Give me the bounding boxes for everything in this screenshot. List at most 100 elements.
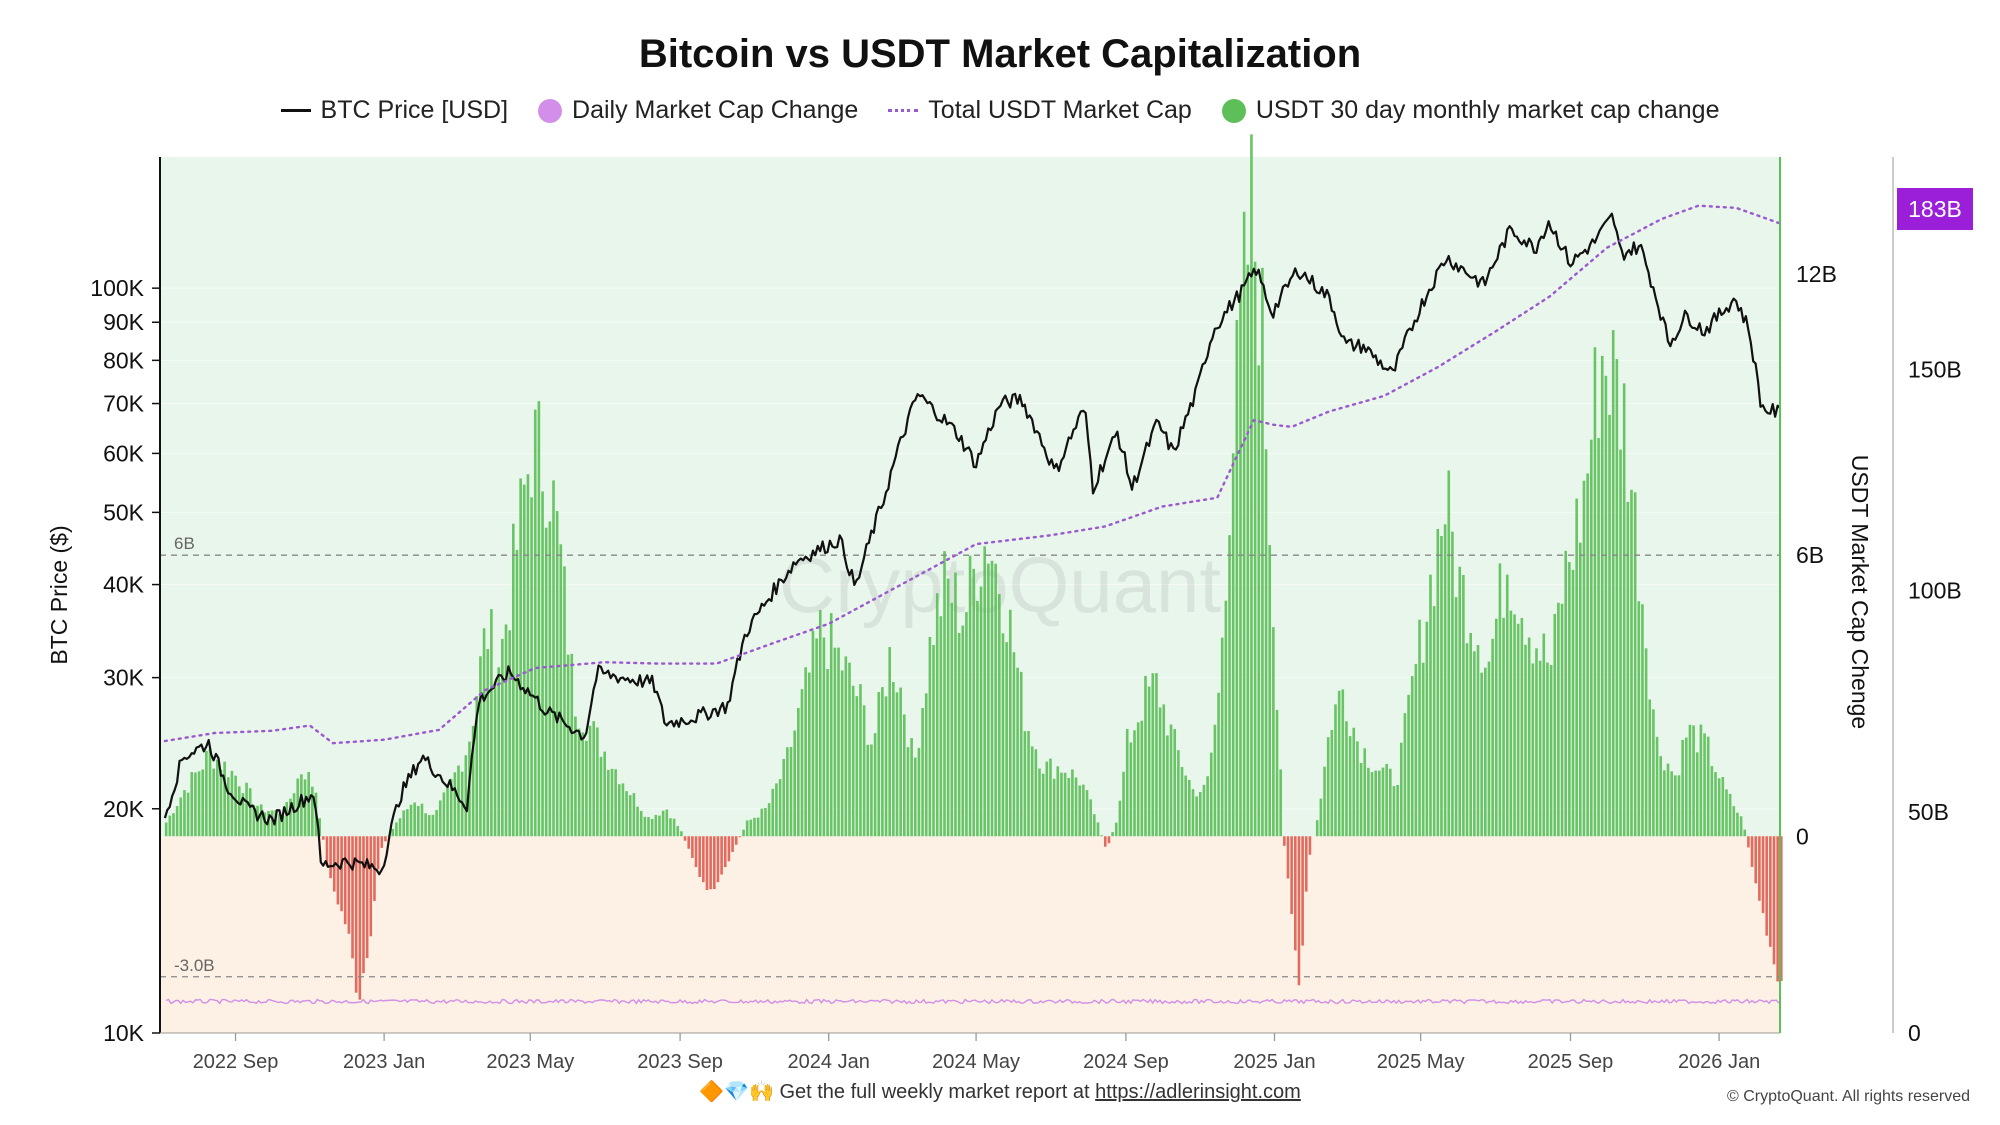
usdt-30d-change-bar — [1158, 707, 1162, 837]
usdt-30d-change-bar — [570, 653, 574, 837]
usdt-30d-change-bar — [552, 480, 555, 837]
usdt-30d-change-bar — [859, 684, 862, 837]
usdt-30d-change-bar — [1063, 772, 1067, 837]
usdt-30d-change-bar — [376, 836, 380, 870]
usdt-30d-change-bar — [186, 792, 190, 837]
usdt-30d-change-bar — [1074, 777, 1078, 837]
usdt-30d-change-bar — [1385, 763, 1388, 837]
x-tick-label: 2023 May — [486, 1051, 574, 1073]
usdt-30d-change-bar — [1586, 473, 1589, 837]
usdt-30d-change-bar — [1308, 836, 1312, 855]
usdt-30d-change-bar — [493, 682, 497, 837]
total-usdt-market-cap-line — [163, 204, 1782, 745]
usdt-30d-change-bar — [1410, 676, 1414, 837]
usdt-30d-change-bar — [1323, 766, 1326, 837]
usdt-30d-change-bar — [815, 638, 818, 837]
usdt-30d-change-bar — [223, 761, 226, 837]
usdt-30d-change-bar — [881, 687, 884, 837]
usdt-30d-change-bar — [1348, 736, 1352, 837]
usdt-30d-change-bar — [767, 803, 771, 837]
usdt-30d-change-bar — [1451, 531, 1454, 837]
usdt-30d-change-bar — [1352, 727, 1356, 837]
usdt-30d-change-bar — [983, 546, 986, 837]
usdt-30d-change-bar — [870, 744, 873, 837]
usdt-30d-change-bar — [917, 747, 921, 837]
usdt-30d-change-bar — [1096, 822, 1100, 837]
usdt-30d-change-bar — [1337, 690, 1341, 837]
usdt-30d-change-bar — [1560, 603, 1564, 837]
usdt-30d-change-bar — [599, 756, 603, 837]
legend-item-daily-change[interactable]: Daily Market Cap Change — [538, 96, 858, 125]
usdt-30d-change-bar — [1538, 660, 1542, 837]
usdt-30d-change-bar — [504, 624, 508, 837]
usdt-30d-change-bar — [479, 656, 482, 837]
usdt-30d-change-bar — [1688, 724, 1692, 837]
usdt-30d-change-bar — [1242, 211, 1246, 837]
usdt-30d-change-bar — [1030, 746, 1034, 837]
usdt-30d-change-bar — [1078, 785, 1082, 837]
legend-item-btc-price[interactable]: BTC Price [USD] — [280, 96, 508, 125]
usdt-30d-change-bar — [1600, 355, 1604, 837]
legend: BTC Price [USD] Daily Market Cap Change … — [0, 96, 2000, 125]
usdt-30d-change-bar — [621, 783, 625, 837]
usdt-30d-change-bar — [1027, 731, 1030, 837]
usdt-30d-change-bar — [753, 817, 756, 837]
usdt-30d-change-bar — [1326, 737, 1330, 837]
legend-item-total-usdt-cap[interactable]: Total USDT Market Cap — [888, 96, 1192, 125]
usdt-30d-change-bar — [720, 836, 723, 875]
legend-item-30d-change[interactable]: USDT 30 day monthly market cap change — [1221, 96, 1719, 125]
usdt-30d-change-bar — [760, 808, 764, 837]
usdt-30d-change-bar — [709, 836, 712, 890]
usdt-30d-change-bar — [800, 689, 804, 837]
footer-link[interactable]: https://adlerinsight.com — [1095, 1081, 1301, 1103]
usdt-30d-change-bar — [1597, 438, 1600, 837]
usdt-30d-change-bar — [694, 836, 698, 868]
usdt-30d-change-bar — [592, 721, 596, 837]
usdt-30d-change-bar — [289, 798, 292, 837]
usdt-30d-change-bar — [607, 769, 610, 837]
usdt-30d-change-bar — [464, 755, 468, 837]
usdt-30d-change-bar — [581, 732, 585, 837]
usdt-30d-change-bar — [351, 836, 354, 959]
btc-price-line — [163, 212, 1781, 876]
usdt-30d-change-bar — [1421, 662, 1425, 837]
usdt-30d-change-bar — [406, 809, 409, 837]
usdt-30d-change-bar — [1695, 752, 1699, 837]
price-tick-label: 90K — [103, 309, 145, 335]
usdt-30d-change-bar — [216, 759, 219, 837]
usdt-30d-change-bar — [906, 747, 910, 837]
usdt-30d-change-bar — [1399, 742, 1403, 837]
usdt-30d-change-bar — [650, 818, 654, 837]
usdt-30d-change-bar — [818, 609, 822, 837]
usdt-30d-change-bar — [1250, 134, 1253, 837]
usdt-30d-change-bar — [1780, 836, 1783, 982]
usdt-30d-change-bar — [786, 747, 789, 837]
usdt-30d-change-bar — [1476, 645, 1480, 837]
usdt-30d-change-bar — [1732, 806, 1736, 837]
usdt-30d-change-bar — [775, 783, 778, 837]
usdt-30d-change-bar — [1363, 748, 1367, 837]
change-axis-title: USDT Market Cap Chenge — [1847, 455, 1873, 729]
usdt-30d-change-bar — [932, 645, 935, 837]
usdt-30d-change-bar — [848, 662, 851, 837]
usdt-30d-change-bar — [1224, 600, 1228, 837]
usdt-30d-change-bar — [1531, 663, 1535, 837]
usdt-30d-change-bar — [1169, 724, 1173, 837]
usdt-30d-change-bar — [749, 819, 753, 837]
usdt-30d-change-bar — [1418, 619, 1421, 837]
usdt-30d-change-bar — [1502, 617, 1505, 837]
legend-swatch-daily-change — [538, 98, 563, 123]
usdt-30d-change-bar — [409, 804, 413, 837]
usdt-30d-change-bar — [201, 769, 205, 837]
usdt-30d-change-bar — [300, 774, 303, 837]
usdt-30d-change-bar — [1151, 673, 1155, 837]
usdt-30d-change-bar — [1220, 637, 1224, 837]
usdt-30d-change-bar — [1067, 777, 1071, 837]
usdt-30d-change-bar — [1663, 770, 1666, 837]
usdt-30d-change-bar — [1144, 675, 1147, 837]
price-tick-label: 20K — [103, 796, 145, 822]
usdt-30d-change-bar — [910, 738, 913, 837]
usdt-30d-change-bar — [745, 820, 749, 837]
usdt-30d-change-bar — [230, 770, 234, 837]
usdt-30d-change-bar — [1239, 294, 1242, 837]
